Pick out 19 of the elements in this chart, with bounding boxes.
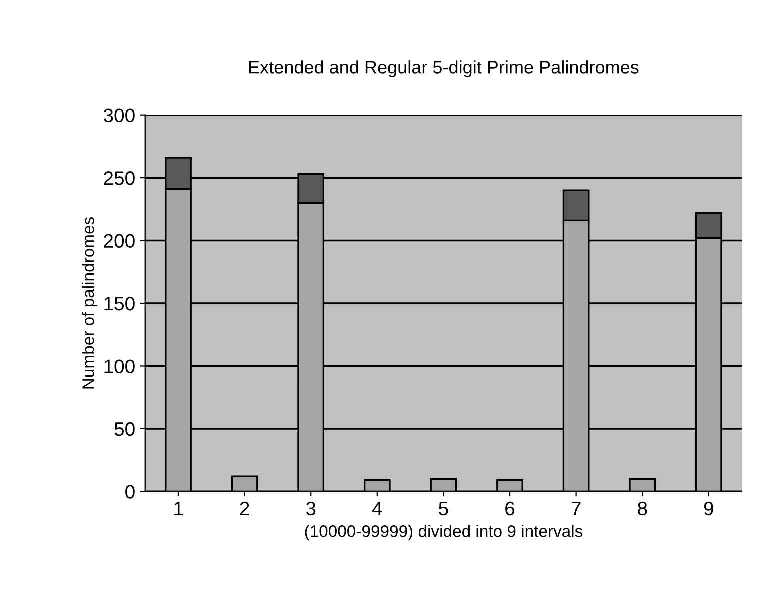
x-tick-label: 4 — [372, 502, 382, 516]
x-tick-label: 9 — [704, 502, 714, 516]
y-tick-label: 300 — [104, 108, 135, 123]
y-axis-title: Number of palindromes — [82, 217, 98, 389]
y-tick-label: 200 — [104, 234, 135, 248]
x-tick-label: 6 — [506, 502, 515, 516]
y-tick-label: 100 — [104, 360, 135, 374]
x-tick-label: 1 — [174, 502, 183, 516]
x-tick-label: 7 — [572, 502, 581, 516]
x-tick-label: 3 — [306, 502, 316, 516]
x-tick-label: 5 — [439, 502, 448, 516]
y-tick-label: 50 — [114, 422, 135, 436]
x-axis-title: (10000-99999) divided into 9 intervals — [305, 525, 583, 541]
y-tick-label: 150 — [104, 296, 135, 311]
x-tick-label: 2 — [240, 502, 250, 516]
x-tick-label: 8 — [638, 502, 648, 516]
y-tick-label: 250 — [104, 172, 135, 186]
chart-title: Extended and Regular 5-digit Prime Palindromes — [249, 60, 639, 78]
y-tick-label: 0 — [126, 485, 135, 499]
